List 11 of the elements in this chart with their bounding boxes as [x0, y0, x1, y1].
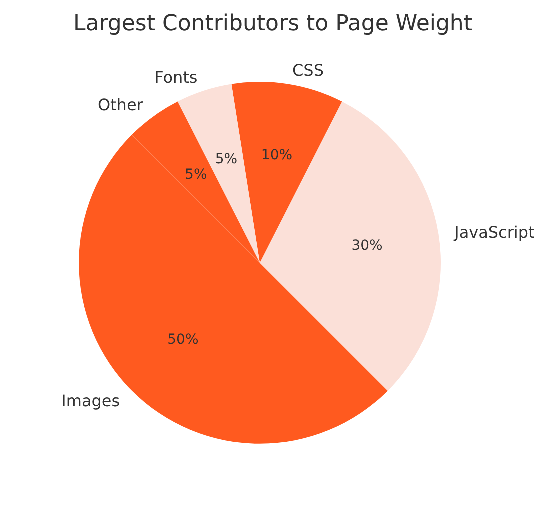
slice-label: Other — [98, 96, 144, 115]
chart-title: Largest Contributors to Page Weight — [74, 12, 473, 36]
data-label: 30% — [352, 238, 383, 254]
slice-label: Images — [62, 391, 120, 410]
data-label: 10% — [261, 148, 293, 164]
data-label: 50% — [168, 332, 199, 348]
data-label: 5% — [215, 152, 238, 168]
slice-label: CSS — [292, 60, 324, 80]
slice-label: JavaScript — [454, 222, 535, 242]
data-label: 5% — [185, 167, 208, 184]
slice-label: Fonts — [154, 68, 198, 88]
